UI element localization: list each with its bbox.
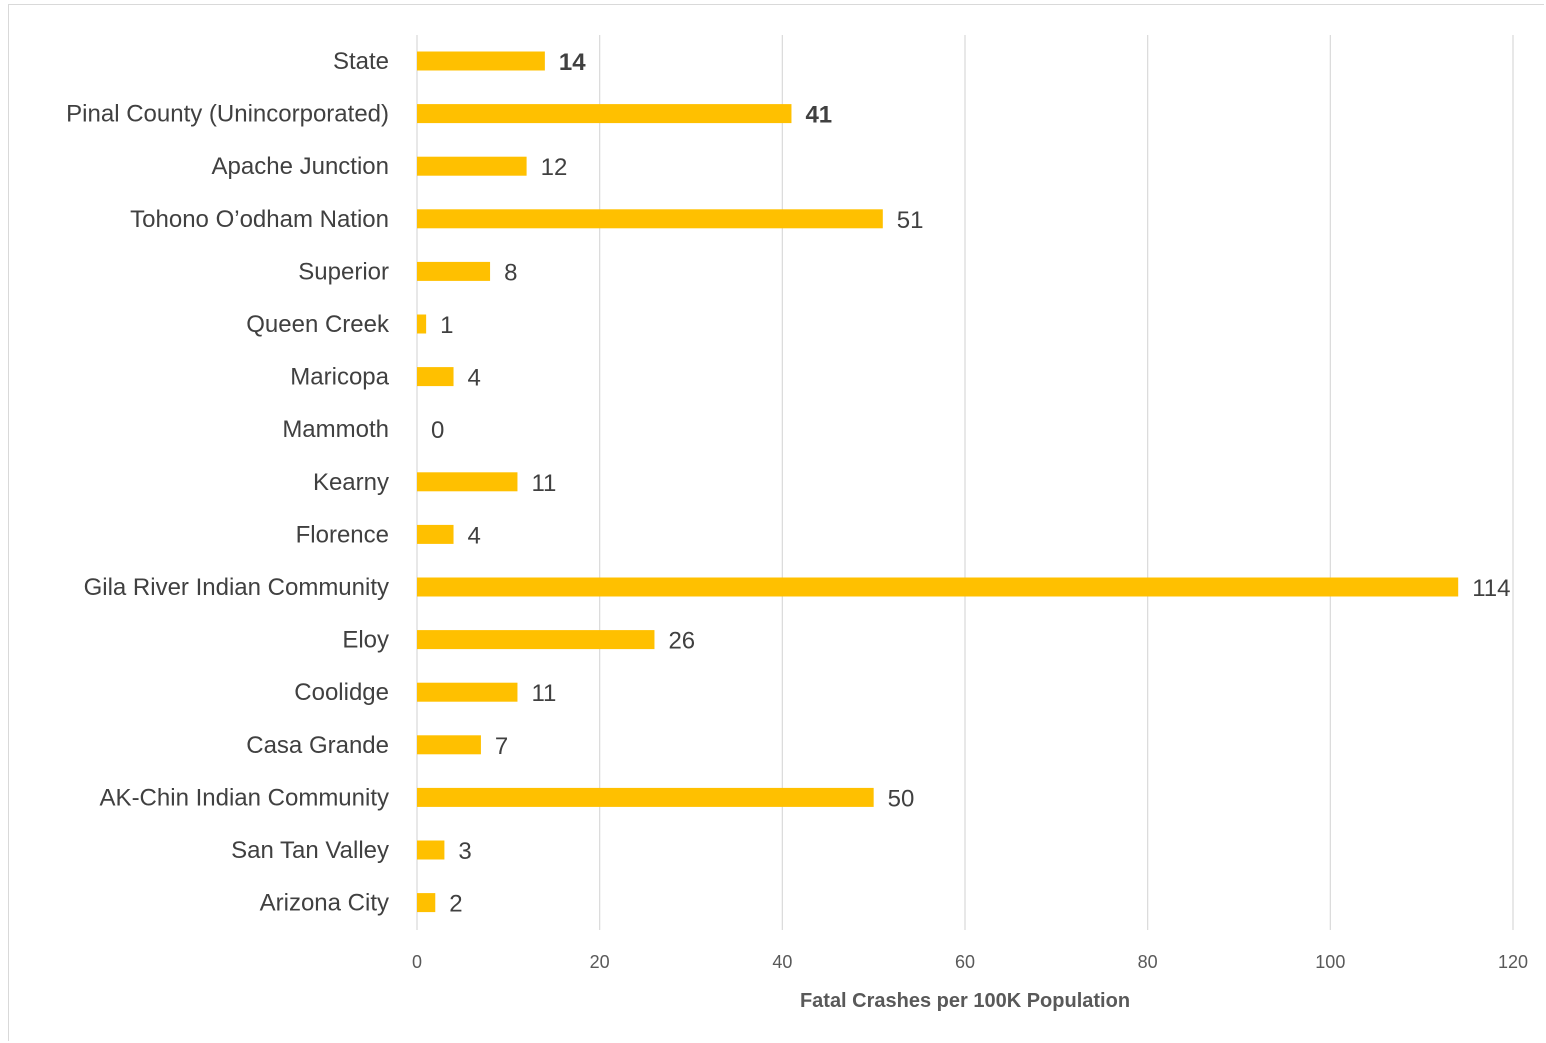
bar-pinal-county-unincorporated	[417, 104, 792, 124]
data-label-kearny: 11	[531, 470, 556, 497]
category-label-eloy: Eloy	[342, 627, 389, 654]
category-labels: State Pinal County (Unincorporated) Apache…	[66, 48, 390, 917]
bar-casa-grande	[417, 735, 481, 755]
category-label-ak-chin-indian-community: AK-Chin Indian Community	[100, 784, 389, 811]
bar-kearny	[417, 472, 518, 492]
category-label-tohono-o-odham-nation: Tohono O’odham Nation	[130, 206, 389, 233]
data-label-mammoth: 0	[431, 417, 444, 444]
bar-queen-creek	[417, 314, 427, 334]
category-label-florence: Florence	[296, 521, 389, 548]
category-label-coolidge: Coolidge	[294, 679, 389, 706]
x-tick-label-80: 80	[1138, 952, 1158, 972]
category-label-superior: Superior	[298, 258, 389, 285]
x-tick-label-20: 20	[590, 952, 610, 972]
category-label-arizona-city: Arizona City	[260, 890, 389, 917]
x-tick-label-100: 100	[1315, 952, 1345, 972]
data-label-superior: 8	[504, 259, 517, 286]
category-label-gila-river-indian-community: Gila River Indian Community	[84, 574, 389, 601]
bar-arizona-city	[417, 893, 436, 913]
category-label-pinal-county-unincorporated: Pinal County (Unincorporated)	[66, 101, 389, 128]
bar-coolidge	[417, 682, 518, 702]
bar-superior	[417, 261, 491, 281]
data-label-tohono-o-odham-nation: 51	[897, 207, 924, 234]
data-label-gila-river-indian-community: 114	[1472, 575, 1510, 602]
bar-state	[417, 51, 545, 71]
data-label-pinal-county-unincorporated: 41	[805, 102, 832, 129]
bar-maricopa	[417, 367, 454, 387]
bar-apache-junction	[417, 156, 527, 176]
category-label-mammoth: Mammoth	[282, 416, 389, 443]
x-tick-labels: 0 20 40 60 80 100 120	[412, 952, 1528, 972]
gridlines	[599, 35, 1514, 930]
x-tick-label-120: 120	[1498, 952, 1528, 972]
chart-frame	[8, 4, 1544, 1041]
data-label-state: 14	[559, 49, 586, 76]
data-label-ak-chin-indian-community: 50	[888, 785, 915, 812]
x-tick-label-40: 40	[772, 952, 792, 972]
data-label-casa-grande: 7	[495, 733, 508, 760]
data-label-eloy: 26	[668, 628, 695, 655]
data-label-coolidge: 11	[531, 680, 556, 707]
data-label-maricopa: 4	[468, 365, 481, 392]
bar-eloy	[417, 630, 655, 650]
bars	[417, 51, 1459, 913]
data-label-arizona-city: 2	[449, 891, 462, 918]
data-label-florence: 4	[468, 522, 481, 549]
x-tick-label-0: 0	[412, 952, 422, 972]
bar-san-tan-valley	[417, 840, 445, 860]
category-label-kearny: Kearny	[313, 469, 389, 496]
data-label-apache-junction: 12	[541, 154, 568, 181]
bar-ak-chin-indian-community	[417, 787, 874, 807]
category-label-casa-grande: Casa Grande	[246, 732, 389, 759]
bar-gila-river-indian-community	[417, 577, 1459, 597]
category-label-state: State	[333, 48, 389, 75]
x-tick-label-60: 60	[955, 952, 975, 972]
x-axis-title: Fatal Crashes per 100K Population	[800, 990, 1130, 1012]
bar-tohono-o-odham-nation	[417, 209, 883, 229]
category-label-san-tan-valley: San Tan Valley	[231, 837, 389, 864]
bar-florence	[417, 524, 454, 544]
category-label-queen-creek: Queen Creek	[246, 311, 390, 338]
data-label-queen-creek: 1	[440, 312, 453, 339]
data-label-san-tan-valley: 3	[458, 838, 471, 865]
category-label-apache-junction: Apache Junction	[212, 153, 389, 180]
category-label-maricopa: Maricopa	[290, 364, 389, 391]
